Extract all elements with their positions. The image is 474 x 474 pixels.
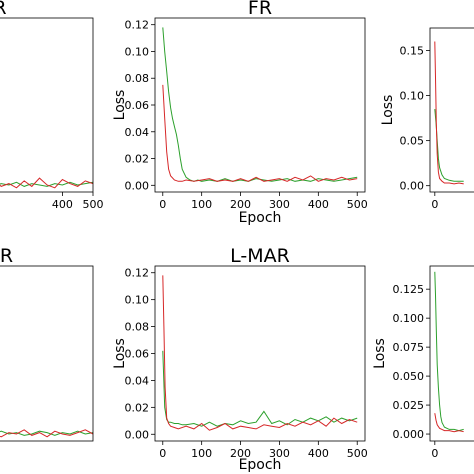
- series-line-red: [434, 41, 464, 185]
- series-line-green: [434, 271, 464, 432]
- x-tick-label: 300: [269, 447, 290, 460]
- y-tick-label: 0.06: [125, 348, 150, 361]
- y-tick-label: 0.02: [125, 153, 150, 166]
- x-tick-label: 0: [431, 447, 438, 460]
- x-tick-label: 400: [52, 198, 73, 211]
- axes-frame: [429, 27, 474, 193]
- x-tick-label: 500: [347, 447, 368, 460]
- y-tick-label: 0.10: [125, 294, 150, 307]
- y-tick-label: 0.125: [393, 283, 425, 296]
- chart-title: L-MAR: [230, 245, 290, 267]
- x-tick-label: 100: [191, 198, 212, 211]
- y-tick-label: 0.04: [125, 374, 150, 387]
- y-tick-label: 0.100: [393, 312, 425, 325]
- series-line-green: [162, 27, 358, 182]
- y-axis-label: Loss: [112, 90, 128, 121]
- y-tick-label: 0.00: [125, 428, 150, 441]
- x-tick-label: 100: [191, 447, 212, 460]
- y-tick-label: 0.08: [125, 72, 150, 85]
- chart-panel-top-left: 400 500 R: [0, 0, 104, 211]
- chart-panel-bottom-right: 0 0.000 0.025 0.050 0.075 0.100 0.125 Loss: [372, 265, 474, 460]
- axes-frame: [154, 17, 366, 193]
- chart-title: AR: [0, 245, 13, 267]
- series-line-green: [434, 109, 464, 182]
- x-tick-label: 200: [230, 198, 251, 211]
- x-tick-label: 0: [159, 198, 166, 211]
- axes-frame: [429, 265, 474, 442]
- x-tick-label: 400: [308, 447, 329, 460]
- chart-panel-top-right: 0 0.00 0.05 0.10 0.15 Loss: [380, 27, 474, 211]
- chart-title: FR: [248, 0, 272, 19]
- y-tick-label: 0.02: [125, 401, 150, 414]
- y-tick-label: 0.12: [125, 19, 150, 32]
- x-tick-label: 500: [83, 198, 104, 211]
- y-tick-label: 0.06: [125, 99, 150, 112]
- chart-panel-top-middle: 0 100 200 300 400 500 0.00 0.02 0.04 0.06 0.08 0.10…: [112, 0, 368, 226]
- series-line-red: [162, 275, 358, 431]
- x-tick-label: 400: [308, 198, 329, 211]
- y-tick-label: 0.08: [125, 321, 150, 334]
- y-tick-label: 0.12: [125, 267, 150, 280]
- chart-panel-bottom-middle: 0 100 200 300 400 500 0.00 0.02 0.04 0.06 0.08 0.10…: [112, 245, 368, 473]
- x-axis-label: Epoch: [239, 210, 282, 226]
- y-tick-label: 0.075: [393, 341, 425, 354]
- x-axis-label: Epoch: [239, 457, 282, 473]
- y-tick-label: 0.00: [400, 180, 425, 193]
- y-tick-label: 0.10: [125, 45, 150, 58]
- y-tick-label: 0.000: [393, 428, 425, 441]
- y-tick-label: 0.025: [393, 399, 425, 412]
- y-tick-label: 0.10: [400, 90, 425, 103]
- series-line-red: [0, 177, 94, 189]
- x-tick-label: 200: [230, 447, 251, 460]
- series-line-red: [434, 413, 464, 433]
- y-axis-label: Loss: [372, 338, 388, 369]
- series-line-green: [0, 181, 94, 187]
- axes-frame: [0, 265, 94, 442]
- y-tick-label: 0.00: [125, 179, 150, 192]
- y-tick-label: 0.050: [393, 370, 425, 383]
- series-line-red: [0, 429, 94, 438]
- y-tick-label: 0.04: [125, 126, 150, 139]
- axes-frame: [154, 265, 366, 442]
- chart-title: R: [0, 0, 7, 19]
- series-line-red: [162, 84, 358, 182]
- x-tick-label: 0: [431, 198, 438, 211]
- y-tick-label: 0.15: [400, 45, 425, 58]
- x-tick-label: 500: [347, 198, 368, 211]
- y-axis-label: Loss: [112, 338, 128, 369]
- axes-frame: [0, 17, 94, 193]
- y-axis-label: Loss: [380, 95, 396, 126]
- chart-panel-bottom-left: AR: [0, 245, 94, 442]
- series-line-green: [0, 430, 94, 436]
- series-line-green: [162, 350, 358, 427]
- x-tick-label: 0: [159, 447, 166, 460]
- x-tick-label: 300: [269, 198, 290, 211]
- y-tick-label: 0.05: [400, 135, 425, 148]
